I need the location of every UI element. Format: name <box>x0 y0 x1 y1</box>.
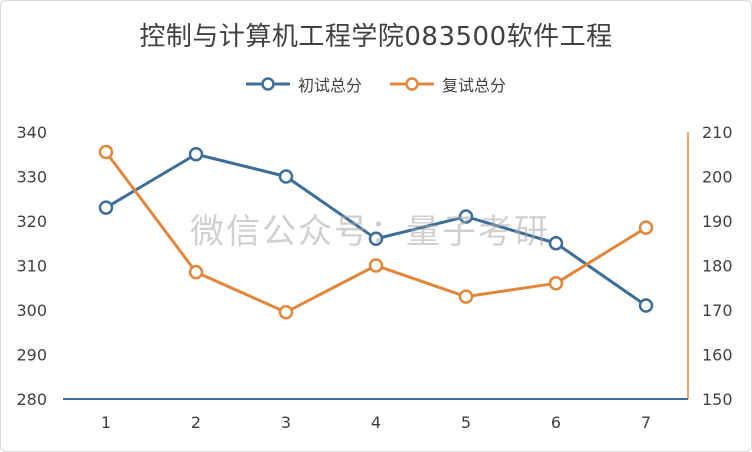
y-right-tick-label: 210 <box>702 123 733 142</box>
legend-item-series-2: 复试总分 <box>390 72 506 96</box>
x-tick-label: 6 <box>551 413 561 432</box>
y-left-tick-label: 340 <box>16 123 47 142</box>
data-point-series-1 <box>548 236 564 251</box>
x-tick-label: 5 <box>461 413 471 432</box>
y-right-tick-label: 200 <box>702 168 733 187</box>
legend-marker-series-2 <box>390 77 434 91</box>
data-point-series-1 <box>368 231 384 247</box>
x-tick-label: 7 <box>641 413 651 432</box>
legend-label-series-1: 初试总分 <box>297 76 362 95</box>
data-point-series-2 <box>98 144 114 160</box>
legend-label-series-2: 复试总分 <box>442 76 507 95</box>
data-point-series-2 <box>188 264 204 280</box>
data-point-series-1 <box>98 200 114 215</box>
data-point-series-2 <box>278 304 294 320</box>
data-point-series-2 <box>638 220 654 235</box>
y-left-tick-label: 310 <box>16 257 47 276</box>
x-tick-label: 1 <box>101 413 111 432</box>
data-point-series-2 <box>458 289 474 304</box>
data-point-series-2 <box>548 276 564 291</box>
y-right-tick-label: 180 <box>702 257 733 276</box>
data-point-series-2 <box>368 258 384 273</box>
data-point-series-1 <box>638 298 654 313</box>
y-left-tick-label: 330 <box>16 168 47 187</box>
x-tick-label: 2 <box>191 413 201 432</box>
legend-item-series-1: 初试总分 <box>245 72 362 96</box>
y-right-tick-label: 150 <box>702 390 733 409</box>
y-right-tick-label: 170 <box>702 301 733 320</box>
y-right-tick-label: 190 <box>702 212 733 231</box>
data-point-series-1 <box>278 169 294 184</box>
legend: 初试总分 复试总分 <box>0 72 752 96</box>
watermark: 微信公众号：量子考研 <box>190 212 550 252</box>
data-point-series-1 <box>458 209 474 224</box>
chart-title: 控制与计算机工程学院083500软件工程 <box>139 22 613 52</box>
legend-marker-series-1 <box>245 77 290 91</box>
y-left-tick-label: 300 <box>16 301 47 320</box>
y-left-tick-label: 290 <box>16 346 47 365</box>
y-right-tick-label: 160 <box>702 346 733 365</box>
data-point-series-1 <box>188 147 204 162</box>
x-tick-label: 4 <box>371 413 381 432</box>
y-left-tick-label: 320 <box>16 212 47 231</box>
x-tick-label: 3 <box>281 413 291 432</box>
y-left-tick-label: 280 <box>16 390 47 409</box>
